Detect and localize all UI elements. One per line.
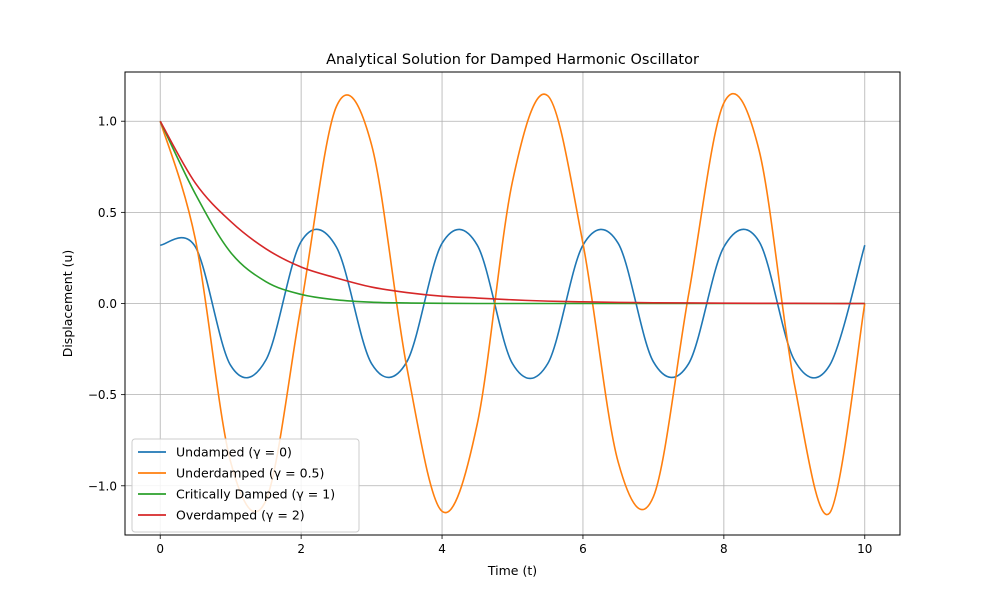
y-tick-label: −0.5 [88, 388, 117, 402]
x-tick-label: 10 [857, 542, 872, 556]
y-tick-label: 0.0 [98, 297, 117, 311]
y-tick-label: −1.0 [88, 479, 117, 493]
y-tick-label: 0.5 [98, 206, 117, 220]
legend: Undamped (γ = 0) Underdamped (γ = 0.5) Cri… [131, 438, 360, 533]
series-line-3 [159, 120, 865, 305]
x-tick-label: 2 [297, 542, 305, 556]
y-axis-label: Displacement (u) [60, 250, 75, 358]
chart-title: Analytical Solution for Damped Harmonic … [326, 52, 699, 68]
axis-ticks: 0 2 4 6 8 10 −1.0 −0.5 0.0 0.5 1.0 [88, 115, 873, 556]
x-axis-label: Time (t) [487, 563, 537, 578]
legend-box [131, 438, 360, 533]
x-tick-label: 0 [156, 542, 164, 556]
legend-label: Overdamped (γ = 2) [176, 508, 305, 523]
x-tick-label: 6 [579, 542, 587, 556]
x-tick-label: 4 [438, 542, 446, 556]
legend-label: Underdamped (γ = 0.5) [176, 466, 324, 481]
x-tick-label: 8 [720, 542, 728, 556]
legend-label: Undamped (γ = 0) [176, 445, 292, 460]
y-tick-label: 1.0 [98, 115, 117, 129]
legend-label: Critically Damped (γ = 1) [176, 487, 335, 502]
series-line-0 [160, 228, 866, 380]
series-lines [159, 92, 866, 516]
series-line-1 [159, 92, 866, 516]
